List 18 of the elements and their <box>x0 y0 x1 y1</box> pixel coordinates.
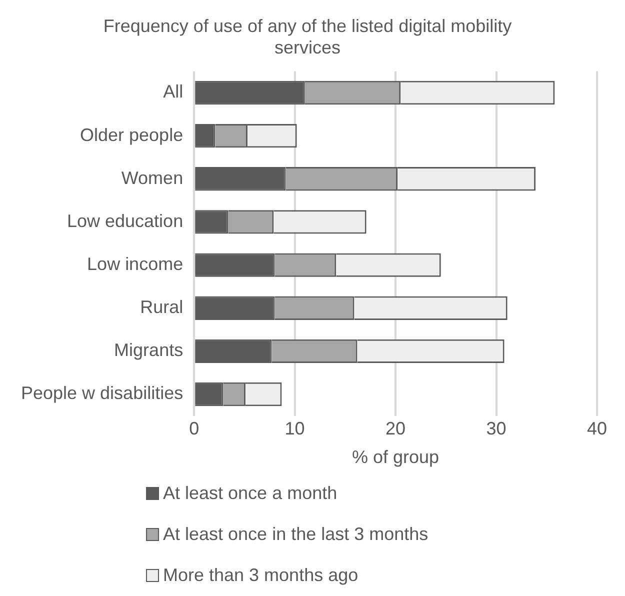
y-tick-label: Older people <box>80 124 184 145</box>
legend-label: More than 3 months ago <box>163 565 358 586</box>
legend-label: At least once in the last 3 months <box>163 524 428 545</box>
legend-label: At least once a month <box>163 483 338 504</box>
y-tick-label: Rural <box>140 297 184 318</box>
y-tick-label: People w disabilities <box>20 383 184 404</box>
x-axis-title: % of group <box>352 447 440 468</box>
y-tick-label: Women <box>121 168 184 188</box>
x-tick-label: 40 <box>586 418 608 439</box>
chart-title: Frequency of use of any of the listed digital mobility services <box>103 16 512 58</box>
y-tick-label: All <box>163 82 184 102</box>
x-tick-label: 20 <box>386 418 406 439</box>
x-tick-label: 0 <box>189 418 200 439</box>
y-tick-label: Migrants <box>114 340 184 360</box>
x-tick-label: 30 <box>486 418 506 439</box>
x-tick-label: 10 <box>284 418 305 439</box>
y-tick-label: Low income <box>87 254 184 274</box>
y-tick-label: Low education <box>66 210 184 231</box>
